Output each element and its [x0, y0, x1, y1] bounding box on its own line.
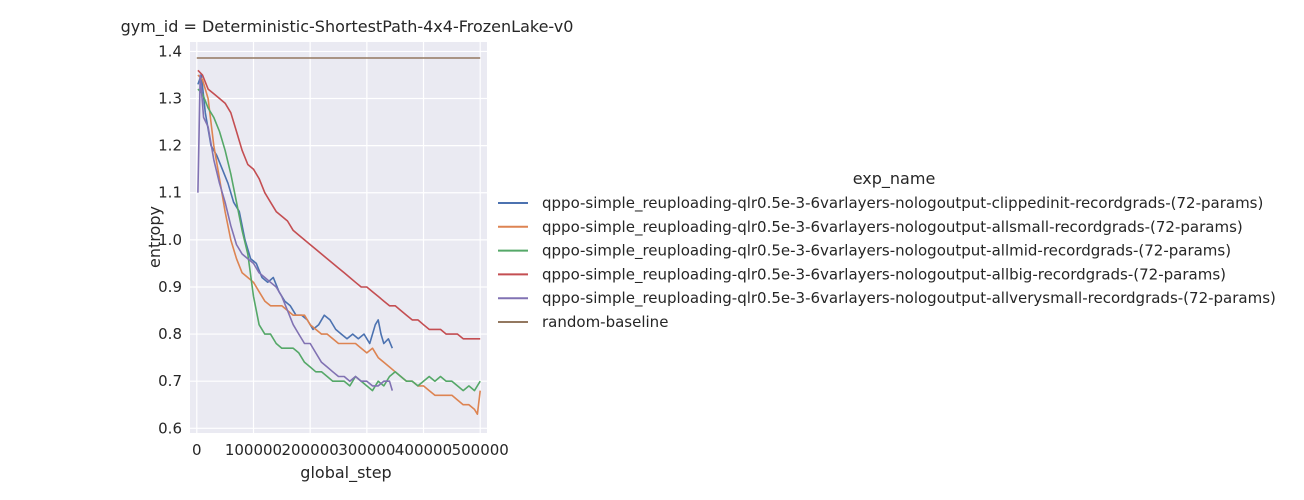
- legend-entry-label: qppo-simple_reuploading-qlr0.5e-3-6varla…: [542, 289, 1276, 308]
- y-axis-label: entropy: [145, 206, 164, 268]
- series-line-3: [197, 69, 481, 340]
- legend-entry-label: qppo-simple_reuploading-qlr0.5e-3-6varla…: [542, 194, 1263, 213]
- legend-entry-label: qppo-simple_reuploading-qlr0.5e-3-6varla…: [542, 218, 1243, 237]
- y-tick-label: 0.7: [158, 372, 182, 390]
- x-tick-label: 100000: [225, 441, 282, 459]
- y-tick-label: 0.6: [158, 419, 182, 437]
- x-axis-label: global_step: [300, 463, 391, 483]
- plot-area: [190, 42, 487, 433]
- x-axis-ticks: 0 100000 200000 300000 400000 500000: [192, 441, 509, 459]
- series-line-2: [197, 88, 481, 392]
- legend-entry-label: qppo-simple_reuploading-qlr0.5e-3-6varla…: [542, 265, 1226, 284]
- y-tick-label: 1.2: [158, 137, 182, 155]
- x-tick-label: 500000: [452, 441, 509, 459]
- legend: exp_name qppo-simple_reuploading-qlr0.5e…: [498, 169, 1276, 331]
- x-tick-label: 300000: [338, 441, 395, 459]
- legend-entry-label: random-baseline: [542, 313, 668, 331]
- x-tick-label: 400000: [395, 441, 452, 459]
- y-tick-label: 0.9: [158, 278, 182, 296]
- y-tick-label: 1.0: [158, 231, 182, 249]
- legend-entry-label: qppo-simple_reuploading-qlr0.5e-3-6varla…: [542, 242, 1231, 261]
- y-tick-label: 1.4: [158, 42, 182, 60]
- y-tick-label: 1.1: [158, 184, 182, 202]
- x-tick-label: 200000: [282, 441, 339, 459]
- legend-title: exp_name: [853, 169, 936, 189]
- series-layer: [196, 57, 481, 415]
- series-line-4: [197, 74, 394, 391]
- chart-title: gym_id = Deterministic-ShortestPath-4x4-…: [121, 17, 574, 37]
- series-line-1: [197, 74, 481, 415]
- y-tick-label: 1.3: [158, 90, 182, 108]
- grid: [190, 42, 487, 433]
- y-tick-label: 0.8: [158, 325, 182, 343]
- y-axis-ticks: 0.6 0.7 0.8 0.9 1.0 1.1 1.2 1.3 1.4: [158, 42, 182, 437]
- x-tick-label: 0: [192, 441, 202, 459]
